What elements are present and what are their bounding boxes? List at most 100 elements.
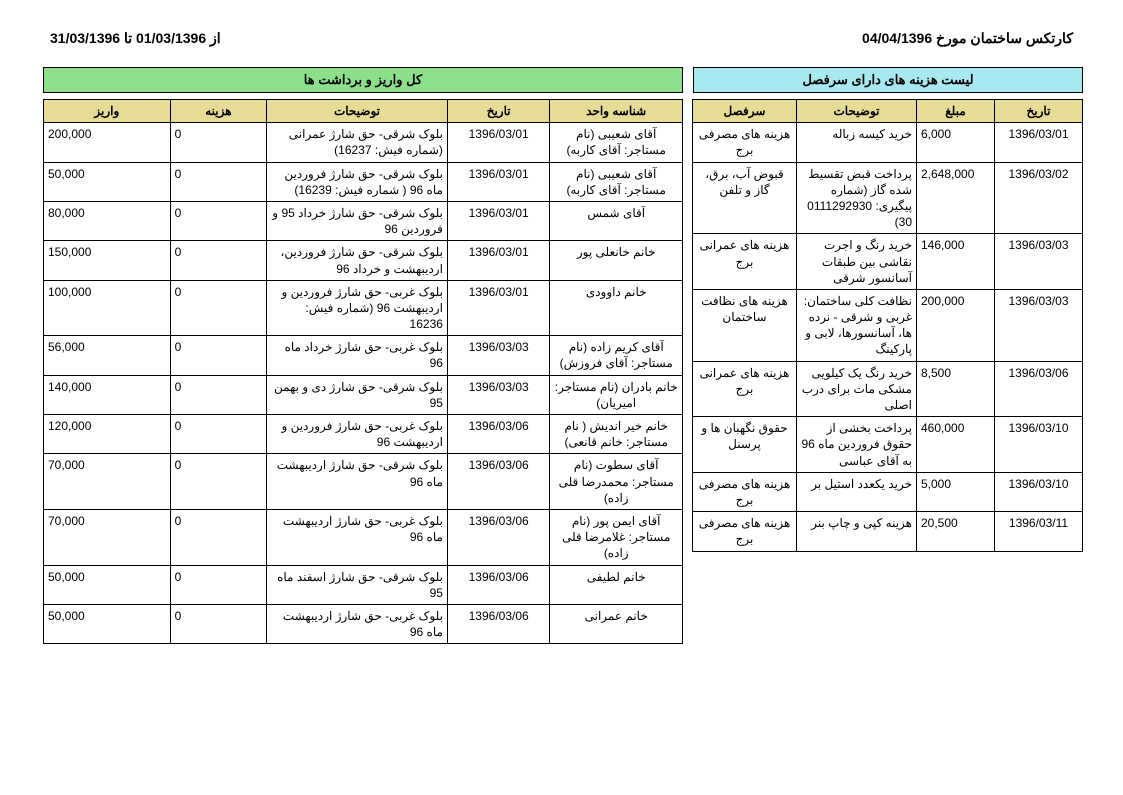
- transactions-table: شناسه واحد تاریخ توضیحات هزینه واریز آقا…: [43, 99, 683, 644]
- content-area: لیست هزینه های دارای سرفصل تاریخ مبلغ تو…: [40, 67, 1083, 644]
- transactions-title: کل واریز و برداشت ها: [43, 67, 683, 93]
- cell-desc: بلوک شرقی- حق شارژ اردیبهشت ماه 96: [267, 454, 448, 510]
- col-cost: هزینه: [170, 100, 266, 123]
- cell-deposit: 80,000: [44, 201, 171, 240]
- cell-unit: آقای شعیبی (نام مستاجر: آقای کاربه): [550, 123, 683, 162]
- cell-desc: بلوک شرقی- حق شارژ خرداد 95 و فروردین 96: [267, 201, 448, 240]
- table-row: خانم خیر اندیش ( نام مستاجر: خانم قانعی)…: [44, 415, 683, 454]
- cell-desc: خرید رنگ و اجرت نقاشی بین طبقات آسانسور …: [797, 234, 917, 290]
- table-row: 1396/03/03200,000نظافت کلی ساختمان: غربی…: [693, 289, 1083, 361]
- cell-date: 1396/03/06: [447, 565, 549, 604]
- cell-deposit: 200,000: [44, 123, 171, 162]
- cell-date: 1396/03/06: [995, 361, 1083, 417]
- cell-date: 1396/03/01: [447, 201, 549, 240]
- cell-category: هزینه های مصرفی برج: [693, 512, 797, 551]
- cell-unit: آقای شمس: [550, 201, 683, 240]
- cell-deposit: 70,000: [44, 454, 171, 510]
- cell-date: 1396/03/10: [995, 417, 1083, 473]
- cell-desc: پرداخت بخشی از حقوق فروردین ماه 96 به آق…: [797, 417, 917, 473]
- cell-date: 1396/03/06: [447, 604, 549, 643]
- cell-desc: بلوک شرقی- حق شارژ عمرانی (شماره فیش: 16…: [267, 123, 448, 162]
- expenses-panel: لیست هزینه های دارای سرفصل تاریخ مبلغ تو…: [693, 67, 1083, 552]
- cell-cost: 0: [170, 201, 266, 240]
- cell-date: 1396/03/01: [447, 162, 549, 201]
- cell-amount: 2,648,000: [917, 162, 995, 234]
- cell-cost: 0: [170, 565, 266, 604]
- col-category: سرفصل: [693, 100, 797, 123]
- cell-deposit: 100,000: [44, 280, 171, 336]
- cell-deposit: 140,000: [44, 375, 171, 414]
- table-row: 1396/03/10460,000پرداخت بخشی از حقوق فرو…: [693, 417, 1083, 473]
- cell-cost: 0: [170, 241, 266, 280]
- cell-deposit: 120,000: [44, 415, 171, 454]
- table-row: خانم خانعلی پور1396/03/01بلوک شرقی- حق ش…: [44, 241, 683, 280]
- cell-date: 1396/03/06: [447, 415, 549, 454]
- expenses-header-row: تاریخ مبلغ توضیحات سرفصل: [693, 100, 1083, 123]
- col-date: تاریخ: [995, 100, 1083, 123]
- cell-unit: خانم داوودی: [550, 280, 683, 336]
- cell-deposit: 50,000: [44, 565, 171, 604]
- cell-date: 1396/03/01: [995, 123, 1083, 162]
- cell-date: 1396/03/01: [447, 241, 549, 280]
- cell-deposit: 70,000: [44, 509, 171, 565]
- cell-desc: بلوک شرقی- حق شارژ اسفند ماه 95: [267, 565, 448, 604]
- table-row: خانم عمرانی1396/03/06بلوک غربی- حق شارژ …: [44, 604, 683, 643]
- table-row: 1396/03/022,648,000پرداخت قبض تقسیط شده …: [693, 162, 1083, 234]
- cell-cost: 0: [170, 509, 266, 565]
- col-unit: شناسه واحد: [550, 100, 683, 123]
- report-header: کارتکس ساختمان مورخ 04/04/1396 از 01/03/…: [40, 30, 1083, 47]
- table-row: آقای سطوت (نام مستاجر: محمدرضا قلی زاده)…: [44, 454, 683, 510]
- cell-desc: بلوک غربی- حق شارژ فروردین و اردیبهشت 96…: [267, 280, 448, 336]
- cell-deposit: 50,000: [44, 162, 171, 201]
- table-row: آقای ایمن پور (نام مستاجر: غلامرضا قلی ز…: [44, 509, 683, 565]
- cell-date: 1396/03/01: [447, 280, 549, 336]
- cell-category: قبوض آب، برق، گاز و تلفن: [693, 162, 797, 234]
- cell-date: 1396/03/03: [995, 289, 1083, 361]
- cell-amount: 8,500: [917, 361, 995, 417]
- cell-unit: خانم عمرانی: [550, 604, 683, 643]
- transactions-panel: کل واریز و برداشت ها شناسه واحد تاریخ تو…: [43, 67, 683, 644]
- cell-desc: هزینه کپی و چاپ بنر: [797, 512, 917, 551]
- cell-desc: بلوک شرقی- حق شارژ فروردین، اردیبهشت و خ…: [267, 241, 448, 280]
- cell-desc: بلوک شرقی- حق شارژ فروردین ماه 96 ( شمار…: [267, 162, 448, 201]
- cell-amount: 6,000: [917, 123, 995, 162]
- cell-desc: نظافت کلی ساختمان: غربی و شرقی - نرده ها…: [797, 289, 917, 361]
- table-row: خانم بادران (نام مستاجر: امیریان)1396/03…: [44, 375, 683, 414]
- table-row: 1396/03/1120,500هزینه کپی و چاپ بنرهزینه…: [693, 512, 1083, 551]
- cell-deposit: 56,000: [44, 336, 171, 375]
- expenses-title: لیست هزینه های دارای سرفصل: [693, 67, 1083, 93]
- cell-date: 1396/03/06: [447, 454, 549, 510]
- cell-category: حقوق نگهبان ها و پرسنل: [693, 417, 797, 473]
- table-row: آقای کریم زاده (نام مستاجر: آقای فروزش)1…: [44, 336, 683, 375]
- cell-date: 1396/03/02: [995, 162, 1083, 234]
- cell-deposit: 50,000: [44, 604, 171, 643]
- table-row: 1396/03/03146,000خرید رنگ و اجرت نقاشی ب…: [693, 234, 1083, 290]
- cell-category: هزینه های مصرفی برج: [693, 472, 797, 511]
- col-date2: تاریخ: [447, 100, 549, 123]
- table-row: 1396/03/105,000خرید یکعدد استیل برهزینه …: [693, 472, 1083, 511]
- table-row: 1396/03/068,500خرید رنگ یک کیلویی مشکی م…: [693, 361, 1083, 417]
- cell-date: 1396/03/10: [995, 472, 1083, 511]
- table-row: 1396/03/016,000خرید کیسه زبالههزینه های …: [693, 123, 1083, 162]
- cell-cost: 0: [170, 280, 266, 336]
- cell-cost: 0: [170, 123, 266, 162]
- cell-deposit: 150,000: [44, 241, 171, 280]
- cell-cost: 0: [170, 336, 266, 375]
- cell-desc: خرید رنگ یک کیلویی مشکی مات برای درب اصل…: [797, 361, 917, 417]
- col-desc: توضیحات: [797, 100, 917, 123]
- cell-unit: آقای شعیبی (نام مستاجر: آقای کاربه): [550, 162, 683, 201]
- cell-cost: 0: [170, 454, 266, 510]
- cell-unit: خانم بادران (نام مستاجر: امیریان): [550, 375, 683, 414]
- table-row: خانم داوودی1396/03/01بلوک غربی- حق شارژ …: [44, 280, 683, 336]
- cell-category: هزینه های نظافت ساختمان: [693, 289, 797, 361]
- cell-unit: خانم لطیفی: [550, 565, 683, 604]
- transactions-header-row: شناسه واحد تاریخ توضیحات هزینه واریز: [44, 100, 683, 123]
- cell-cost: 0: [170, 162, 266, 201]
- col-amount: مبلغ: [917, 100, 995, 123]
- col-deposit: واریز: [44, 100, 171, 123]
- table-row: آقای شعیبی (نام مستاجر: آقای کاربه)1396/…: [44, 123, 683, 162]
- cell-unit: آقای کریم زاده (نام مستاجر: آقای فروزش): [550, 336, 683, 375]
- cell-desc: بلوک غربی- حق شارژ اردیبهشت ماه 96: [267, 509, 448, 565]
- table-row: آقای شعیبی (نام مستاجر: آقای کاربه)1396/…: [44, 162, 683, 201]
- cell-cost: 0: [170, 375, 266, 414]
